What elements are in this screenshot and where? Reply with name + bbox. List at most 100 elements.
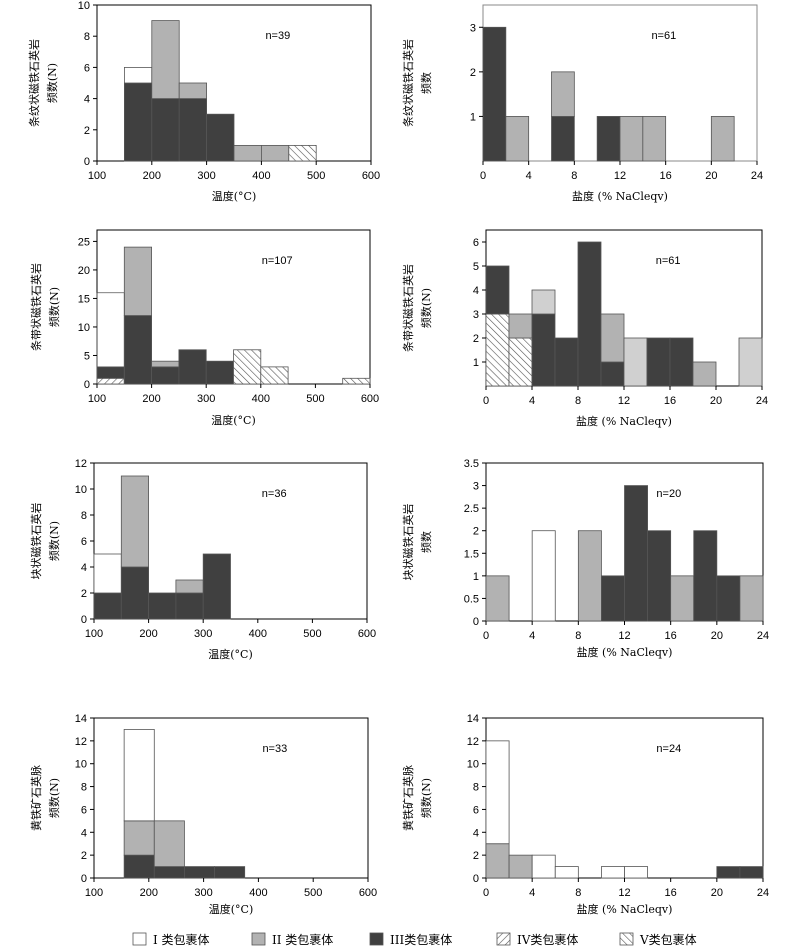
bar-4-III — [214, 866, 246, 879]
x-axis-label: 温度(°C) — [209, 902, 254, 916]
y-tick-label: 2 — [473, 850, 479, 862]
legend-swatch-IV — [496, 932, 511, 946]
sample-count: n=24 — [656, 743, 681, 755]
bar-2-II — [508, 313, 533, 339]
x-tick-label: 4 — [529, 395, 535, 407]
y-tick-label: 8 — [81, 510, 87, 522]
sample-count: n=61 — [651, 30, 676, 42]
y-axis-label: 频数(N) — [47, 287, 61, 327]
y-tick-label: 14 — [75, 713, 87, 725]
x-tick-label: 16 — [665, 630, 677, 642]
y-tick-label: 8 — [81, 782, 87, 794]
bar-7-V — [288, 144, 317, 162]
chart-panel-3: 100 200 300 400 500 600 0 5 10 15 20 25 n=107 温度(°C) 条… — [29, 229, 379, 427]
x-tick-label: 20 — [710, 395, 722, 407]
bar-5-II — [233, 144, 262, 162]
x-tick-label: 24 — [751, 170, 763, 182]
sample-count: n=61 — [656, 255, 681, 267]
y-axis-label: 条纹状磁铁石英岩 — [401, 39, 415, 127]
y-tick-label: 4 — [473, 827, 479, 839]
bar-6-II — [642, 116, 667, 162]
y-axis-label: 块状磁铁石英岩 — [401, 504, 415, 581]
bar-1-I — [124, 67, 153, 84]
y-tick-label: 3.5 — [464, 458, 479, 470]
x-axis-label: 盐度 (% NaCleqv) — [576, 414, 672, 428]
y-tick-label: 1 — [473, 357, 479, 369]
legend-swatch-V — [619, 932, 634, 946]
x-tick-label: 500 — [304, 887, 322, 899]
x-tick-label: 200 — [142, 393, 160, 405]
y-axis-label: 频数(N) — [47, 778, 61, 818]
bar-6-III — [600, 361, 625, 387]
bar-2-II — [153, 820, 185, 867]
x-tick-label: 300 — [197, 170, 215, 182]
y-tick-label: 2 — [81, 850, 87, 862]
bar-10-II — [692, 361, 717, 387]
x-tick-label: 0 — [483, 395, 489, 407]
y-tick-label: 10 — [467, 759, 479, 771]
bar-3-II — [178, 82, 207, 99]
y-tick-label: 3 — [470, 22, 476, 34]
bar-2-II — [151, 20, 180, 100]
chart-panel-5: 100 200 300 400 500 600 0 2 4 6 8 10 12 n=36 温度(°C) 块状磁… — [29, 458, 376, 661]
y-tick-label: 4 — [81, 562, 87, 574]
y-tick-label: 12 — [75, 458, 87, 470]
y-tick-label: 6 — [84, 62, 90, 74]
x-tick-label: 8 — [575, 630, 581, 642]
x-tick-label: 400 — [252, 393, 270, 405]
bar-6-III — [647, 530, 672, 622]
y-tick-label: 0 — [84, 379, 90, 391]
bar-3-III — [148, 592, 177, 620]
bar-1-I — [123, 729, 155, 822]
bar-7-II — [710, 116, 735, 162]
bar-5-II — [619, 116, 644, 162]
y-tick-label: 14 — [467, 713, 479, 725]
y-tick-label: 6 — [81, 804, 87, 816]
x-tick-label: 20 — [705, 170, 717, 182]
y-tick-label: 4 — [473, 285, 479, 297]
x-tick-label: 400 — [249, 628, 267, 640]
bar-2-III — [123, 315, 153, 385]
y-tick-label: 8 — [84, 31, 90, 43]
bar-5-III — [205, 360, 234, 385]
bar-3-I — [531, 854, 556, 879]
y-axis-label: 频数 — [419, 531, 433, 553]
bar-6-I — [624, 866, 648, 879]
bar-6-II — [260, 144, 290, 162]
legend-swatch-II — [251, 932, 266, 946]
y-tick-label: 10 — [75, 759, 87, 771]
sample-count: n=36 — [262, 488, 287, 500]
y-tick-label: 10 — [75, 484, 87, 496]
bar-8-V — [342, 377, 371, 385]
bar-1-III — [93, 592, 122, 620]
y-tick-label: 6 — [473, 237, 479, 249]
x-tick-label: 300 — [194, 887, 212, 899]
x-tick-label: 8 — [571, 170, 577, 182]
bar-2-II — [508, 854, 533, 879]
bar-11-II_l — [738, 337, 763, 387]
bar-1-II — [485, 575, 510, 622]
x-tick-label: 24 — [756, 395, 768, 407]
legend-label-IV: IV类包裹体 — [517, 932, 578, 947]
x-tick-label: 400 — [249, 887, 267, 899]
y-tick-label: 6 — [81, 536, 87, 548]
plot-frame — [485, 717, 764, 879]
x-tick-label: 200 — [139, 628, 157, 640]
x-tick-label: 20 — [711, 630, 723, 642]
x-tick-label: 8 — [575, 887, 581, 899]
bar-4-III — [178, 349, 207, 385]
y-axis-label: 黄铁矿石英脉 — [29, 765, 43, 831]
bar-4-III — [601, 575, 625, 622]
y-axis-label: 条纹状磁铁石英岩 — [27, 39, 41, 127]
sample-count: n=33 — [262, 743, 287, 755]
y-tick-label: 10 — [78, 322, 90, 334]
bar-1-I — [93, 553, 122, 594]
y-axis-label: 条带状磁铁石英岩 — [401, 264, 415, 352]
legend: I 类包裹体 II 类包裹体 III类包裹体 IV类包裹体 V类包裹体 — [132, 932, 697, 947]
x-tick-label: 24 — [757, 887, 769, 899]
bar-1-II — [123, 820, 155, 856]
bar-9-III — [669, 337, 694, 387]
y-tick-label: 8 — [473, 782, 479, 794]
